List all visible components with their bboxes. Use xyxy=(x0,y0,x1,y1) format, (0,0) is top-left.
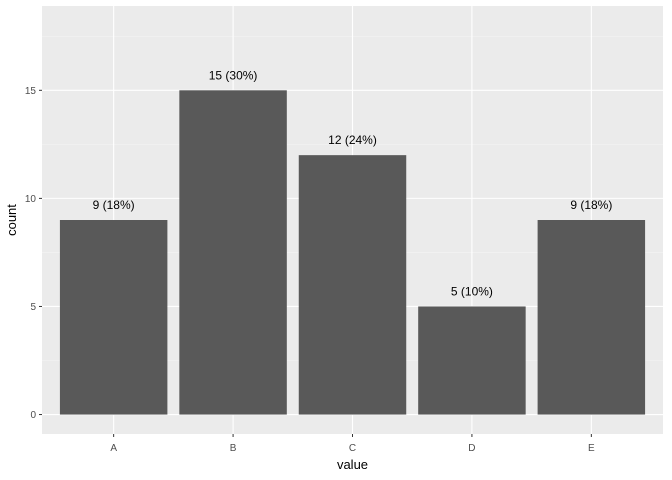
bars xyxy=(59,90,646,415)
bar-a xyxy=(59,220,168,415)
x-tick-label: A xyxy=(110,443,117,454)
x-tick-label: C xyxy=(349,443,356,454)
bar-data-label: 12 (24%) xyxy=(328,133,377,147)
bar-e xyxy=(537,220,646,415)
bar-c xyxy=(298,155,407,415)
y-tick-label: 5 xyxy=(30,302,36,313)
bar-data-label: 9 (18%) xyxy=(93,198,135,212)
y-axis-title: count xyxy=(4,204,19,236)
x-tick-label: D xyxy=(468,443,475,454)
bar-data-label: 15 (30%) xyxy=(209,68,258,82)
x-tick-label: E xyxy=(588,443,595,454)
bar-data-label: 5 (10%) xyxy=(451,284,493,298)
y-tick-label: 15 xyxy=(25,86,37,97)
bar-data-label: 9 (18%) xyxy=(570,198,612,212)
bar-b xyxy=(179,90,287,415)
bar-labels: 9 (18%) 15 (30%) 12 (24%) 5 (10%) 9 (18%) xyxy=(93,68,613,298)
x-axis: A B C D E xyxy=(110,434,595,454)
y-tick-label: 0 xyxy=(30,410,36,421)
bar-d xyxy=(418,306,526,415)
x-tick-label: B xyxy=(230,443,237,454)
y-tick-label: 10 xyxy=(25,194,37,205)
x-axis-title: value xyxy=(337,457,368,472)
y-axis: 0 5 10 15 xyxy=(25,86,42,421)
